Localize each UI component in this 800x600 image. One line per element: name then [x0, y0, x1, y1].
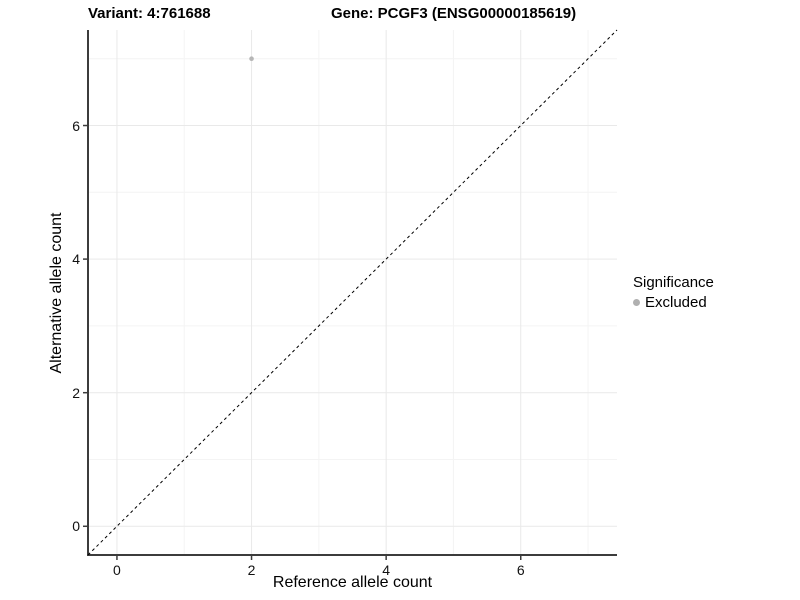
y-axis-tick-label: 0	[72, 518, 80, 535]
y-axis-tick-label: 2	[72, 384, 80, 401]
x-axis-tick-label: 6	[516, 562, 525, 578]
legend-item-excluded: Excluded	[633, 294, 714, 311]
y-axis-tick-label: 6	[72, 117, 80, 134]
data-point	[249, 56, 254, 62]
y-axis-tick-label: 4	[72, 251, 80, 268]
x-axis-label: Reference allele count	[272, 574, 433, 591]
legend: Significance Excluded	[633, 274, 714, 311]
x-axis-tick-label: 0	[113, 562, 121, 578]
excluded-point-swatch	[633, 299, 640, 306]
x-axis-tick-label: 4	[382, 562, 391, 578]
identity-line	[87, 29, 618, 556]
y-axis-label: Alternative allele count	[48, 212, 65, 373]
legend-title: Significance	[633, 274, 714, 291]
plot-title-gene: Gene: PCGF3 (ENSG00000185619)	[331, 5, 577, 22]
legend-item-label: Excluded	[645, 294, 707, 311]
plot-title-variant: Variant: 4:761688	[88, 5, 211, 22]
x-axis-tick-label: 2	[247, 562, 256, 578]
